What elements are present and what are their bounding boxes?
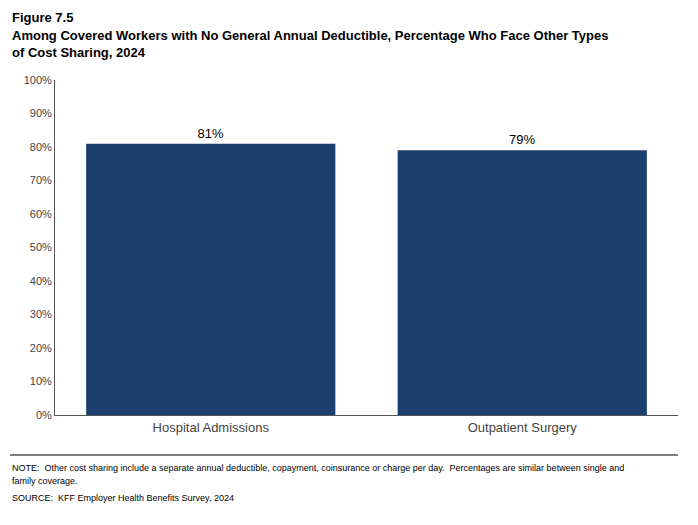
svg-text:20%: 20% — [30, 342, 52, 354]
svg-text:70%: 70% — [30, 174, 52, 186]
svg-text:10%: 10% — [30, 375, 52, 387]
svg-text:family coverage.: family coverage. — [12, 476, 78, 486]
svg-text:NOTE: Other cost sharing incl: NOTE: Other cost sharing include a separ… — [12, 463, 624, 473]
svg-text:80%: 80% — [30, 141, 52, 153]
svg-text:50%: 50% — [30, 241, 52, 253]
svg-text:SOURCE: KFF Employer Health B: SOURCE: KFF Employer Health Benefits Sur… — [12, 493, 234, 503]
svg-text:30%: 30% — [30, 308, 52, 320]
svg-text:81%: 81% — [198, 126, 224, 141]
svg-text:100%: 100% — [24, 74, 52, 86]
svg-text:Outpatient Surgery: Outpatient Surgery — [468, 420, 578, 435]
svg-text:Hospital Admissions: Hospital Admissions — [153, 420, 270, 435]
svg-text:40%: 40% — [30, 275, 52, 287]
svg-text:60%: 60% — [30, 208, 52, 220]
svg-text:0%: 0% — [36, 409, 52, 421]
svg-text:79%: 79% — [509, 132, 535, 147]
svg-text:Figure 7.5: Figure 7.5 — [12, 10, 73, 25]
svg-text:of Cost Sharing, 2024: of Cost Sharing, 2024 — [12, 45, 146, 60]
svg-text:Among Covered Workers with No: Among Covered Workers with No General An… — [12, 28, 608, 43]
svg-text:90%: 90% — [30, 107, 52, 119]
